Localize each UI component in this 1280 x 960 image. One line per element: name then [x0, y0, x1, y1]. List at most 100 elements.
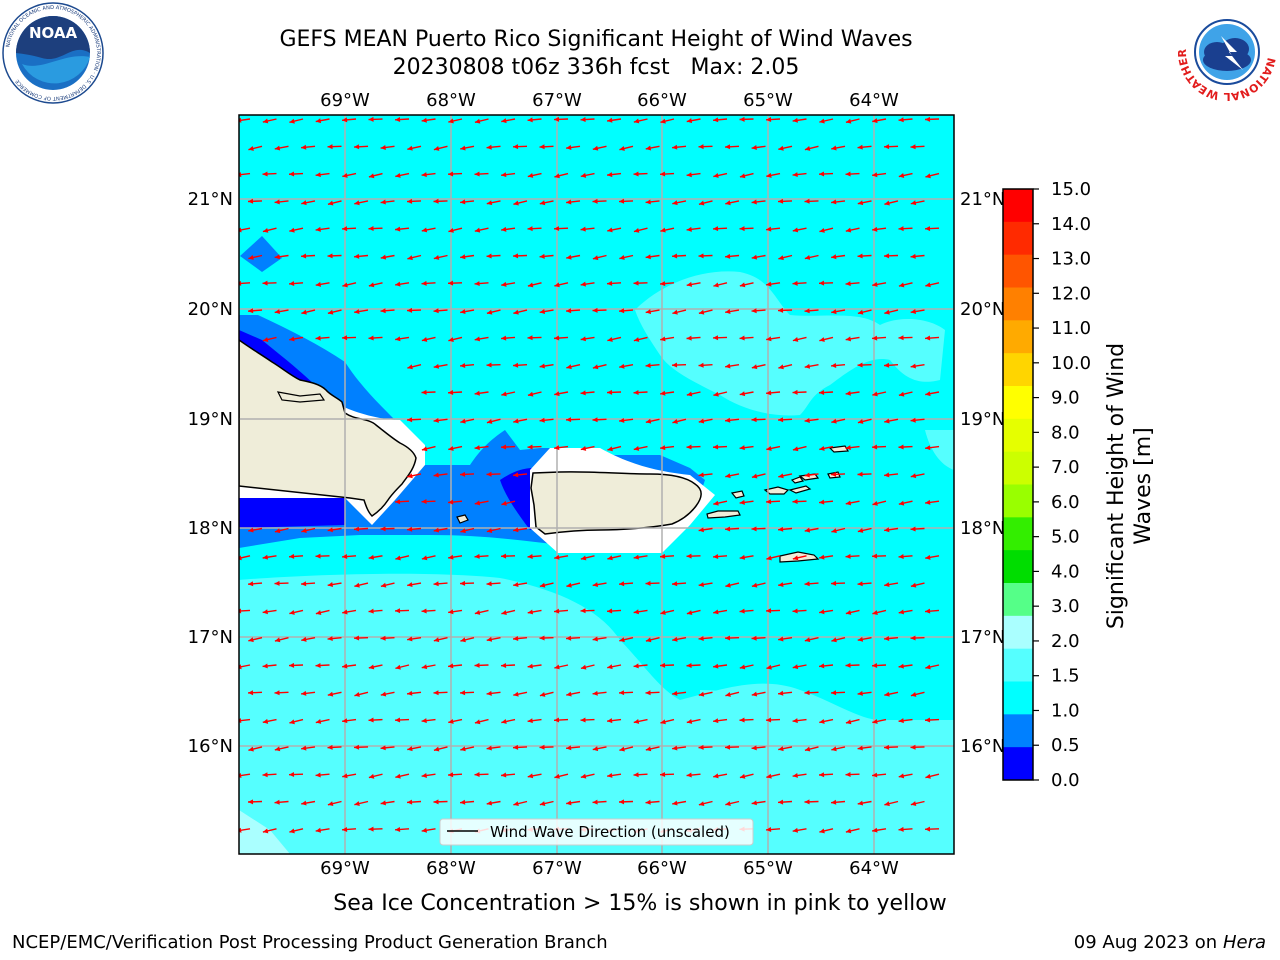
- wave-arrow-head: [315, 610, 322, 615]
- wave-arrow-head: [739, 391, 746, 397]
- wave-arrow-head: [274, 145, 281, 151]
- wave-arrow-head: [474, 227, 481, 233]
- wave-arrow-head: [884, 362, 890, 368]
- wave-arrow-head: [301, 309, 307, 315]
- wave-arrow-head: [539, 635, 545, 641]
- wave-arrow-head: [580, 664, 587, 670]
- wave-arrow-head: [872, 662, 878, 668]
- wave-arrow-head: [380, 308, 386, 314]
- wave-arrow-head: [845, 336, 852, 342]
- wave-arrow-head: [898, 554, 904, 560]
- wave-arrow-head: [566, 800, 572, 806]
- land-hispaniola: [239, 339, 417, 517]
- colorbar-swatch: [1003, 583, 1033, 617]
- wave-arrow-head: [580, 608, 586, 614]
- wave-arrow-head: [407, 526, 413, 532]
- wave-arrow-head: [898, 773, 905, 779]
- wave-arrow-head: [527, 391, 534, 397]
- wave-arrow-head: [910, 253, 916, 259]
- wave-arrow-head: [592, 636, 598, 642]
- wave-arrow-head: [845, 281, 851, 287]
- wave-arrow-head: [672, 800, 678, 806]
- wave-arrow-head: [910, 692, 917, 697]
- wave-arrow-head: [672, 419, 678, 424]
- wave-arrow-head: [872, 827, 878, 833]
- colorbar-tick-label: 4.0: [1051, 561, 1080, 582]
- wave-arrow-head: [486, 362, 492, 368]
- map-legend: Wind Wave Direction (unscaled): [439, 818, 754, 846]
- wave-arrow-head: [766, 390, 772, 396]
- wave-arrow-head: [739, 717, 745, 723]
- wave-arrow-head: [407, 307, 413, 313]
- wave-arrow-head: [274, 637, 281, 643]
- wave-arrow-head: [315, 662, 321, 668]
- wave-arrow-head: [554, 116, 560, 122]
- wave-arrow-head: [766, 827, 772, 832]
- lat-labels-left: 21°N 20°N 19°N 18°N 17°N 16°N: [188, 189, 233, 757]
- wave-arrow-head: [884, 200, 890, 206]
- wave-arrow-head: [725, 309, 731, 314]
- colorbar-swatch: [1003, 386, 1033, 420]
- wave-arrow-head: [872, 281, 878, 287]
- wave-arrow-head: [527, 282, 534, 288]
- wave-arrow-head: [645, 254, 651, 260]
- colorbar-tick-label: 6.0: [1051, 492, 1080, 513]
- wave-arrow-head: [448, 772, 454, 778]
- wave-arrow-head: [539, 309, 546, 314]
- wave-arrow-head: [433, 255, 440, 260]
- wave-arrow-head: [513, 418, 519, 424]
- nws-logo: NATIONAL WEATHER SERVICE: [1177, 2, 1277, 102]
- colorbar-swatch: [1003, 550, 1033, 584]
- wave-arrow-head: [289, 828, 295, 834]
- wave-arrow-head: [448, 118, 454, 124]
- wave-arrow-head: [619, 746, 625, 752]
- wave-arrow-head: [354, 744, 360, 750]
- wave-arrow-head: [554, 282, 560, 288]
- land-mona-island: [456, 514, 469, 524]
- wave-arrow-head: [539, 417, 545, 423]
- wave-arrow-head: [262, 772, 268, 778]
- wave-arrow-head: [433, 417, 439, 423]
- wave-arrow-head: [474, 445, 480, 451]
- wave-arrow-head: [566, 254, 572, 260]
- wave-arrow-head: [660, 719, 666, 725]
- wave-arrow-head: [486, 471, 492, 477]
- wave-arrow-head: [925, 282, 931, 288]
- wave-arrow-head: [486, 690, 492, 696]
- wave-arrow-head: [872, 444, 878, 450]
- wave-arrow-head: [751, 364, 758, 370]
- wave-arrow-head: [751, 145, 757, 150]
- wave-arrow-head: [327, 200, 334, 206]
- wave-arrow-head: [660, 390, 666, 396]
- wave-arrow-head: [301, 636, 307, 642]
- wave-arrow-head: [421, 172, 427, 178]
- wave-arrow-head: [778, 145, 784, 151]
- wave-arrow-head: [607, 608, 613, 614]
- wave-arrow-head: [527, 663, 533, 669]
- colorbar-tick-label: 0.0: [1051, 770, 1080, 791]
- wave-arrow-head: [778, 526, 784, 532]
- wave-arrow-head: [274, 690, 280, 696]
- map-frame: [238, 114, 955, 855]
- wave-arrow-head: [804, 198, 810, 204]
- wave-arrow-head: [262, 280, 268, 286]
- wave-arrow-head: [898, 718, 904, 724]
- wave-arrow-head: [368, 717, 374, 723]
- wave-arrow-head: [766, 717, 772, 723]
- wave-arrow-head: [925, 554, 931, 560]
- colorbar-tick-label: 15.0: [1051, 179, 1091, 200]
- colorbar-swatch: [1003, 320, 1033, 354]
- wave-arrow-head: [248, 746, 254, 752]
- wave-arrow-head: [368, 226, 374, 232]
- wave-arrow-head: [713, 335, 719, 341]
- wave-arrow-head: [592, 690, 598, 696]
- wave-arrow-head: [354, 801, 360, 806]
- wave-arrow-head: [884, 527, 890, 533]
- wave-arrow-head: [460, 690, 466, 696]
- wave-arrow-head: [845, 171, 851, 177]
- wave-arrow-head: [831, 528, 837, 534]
- colorbar-tick-label: 0.5: [1051, 735, 1080, 756]
- wave-arrow-head: [460, 799, 466, 805]
- wave-arrow-head: [660, 281, 666, 287]
- wave-arrow-head: [766, 555, 772, 561]
